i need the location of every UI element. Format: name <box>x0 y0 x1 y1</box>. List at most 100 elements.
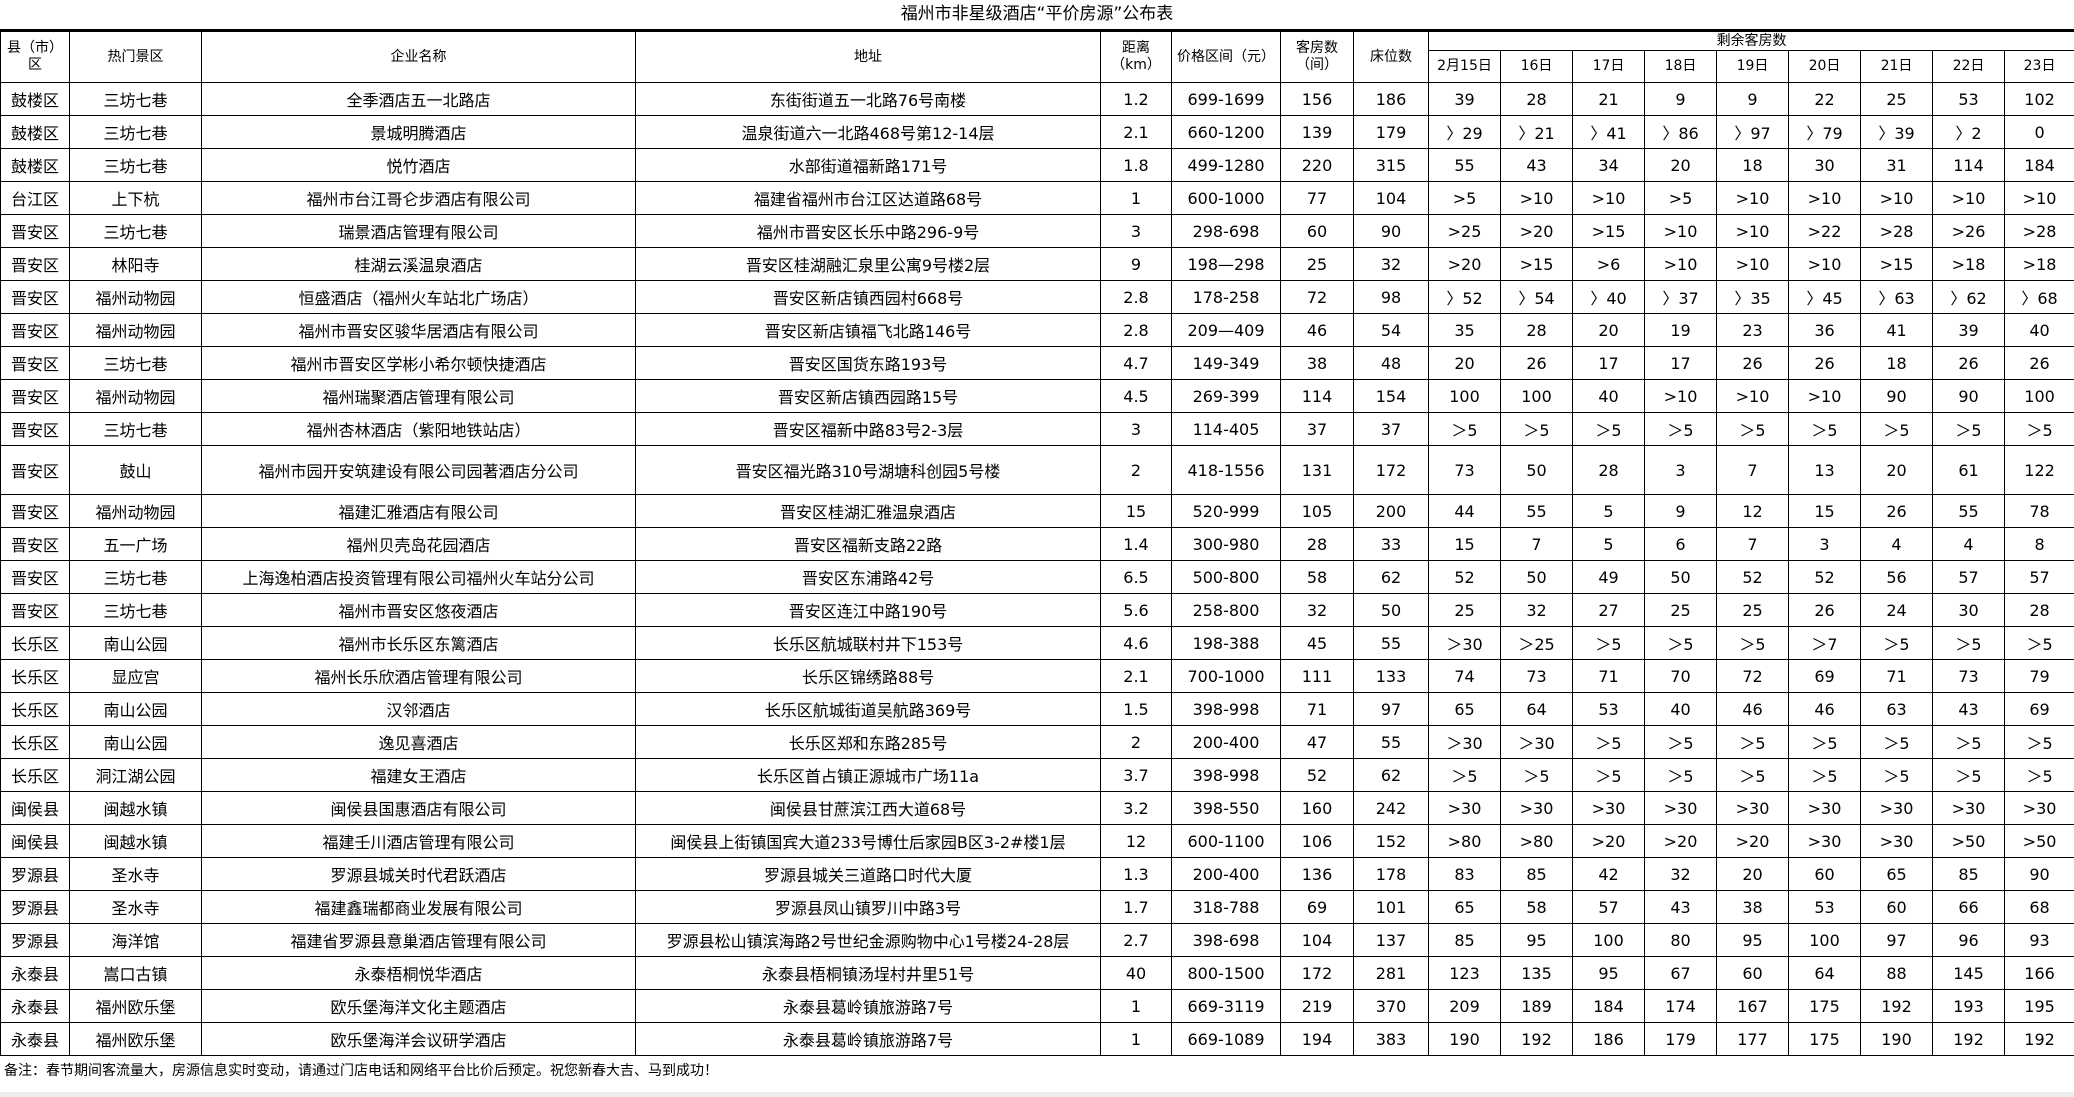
cell-area: 福州动物园 <box>69 280 202 314</box>
cell-remaining-rooms: 56 <box>1860 560 1933 594</box>
cell-remaining-rooms: 26 <box>1500 346 1573 380</box>
cell-remaining-rooms: 192 <box>1860 989 1933 1023</box>
table-row: 鼓楼区 三坊七巷 悦竹酒店 水部街道福新路171号 1.8 499-1280 220 315 5… <box>0 148 2074 182</box>
table-row: 长乐区 南山公园 福州市长乐区东篱酒店 长乐区航城联村井下153号 4.6 198-388… <box>0 626 2074 660</box>
cell-remaining-rooms: 〉39 <box>1860 115 1933 149</box>
cell-remaining-rooms: ＞5 <box>2003 758 2074 792</box>
cell-remaining-rooms: 43 <box>1644 890 1717 924</box>
cell-beds: 172 <box>1353 445 1429 495</box>
header-date: 20日 <box>1788 50 1861 83</box>
cell-distance: 1.4 <box>1100 527 1172 561</box>
cell-rooms: 28 <box>1280 527 1354 561</box>
cell-remaining-rooms: 60 <box>1860 890 1933 924</box>
table-row: 晋安区 三坊七巷 福州杏林酒店（紫阳地铁站店） 晋安区福新中路83号2-3层 3 114-… <box>0 412 2074 446</box>
cell-distance: 2.8 <box>1100 313 1172 347</box>
cell-remaining-rooms: ＞30 <box>1428 725 1501 759</box>
cell-remaining-rooms: 18 <box>1716 148 1789 182</box>
cell-remaining-rooms: 60 <box>1788 857 1861 891</box>
cell-hotel-name: 福州杏林酒店（紫阳地铁站店） <box>201 412 636 446</box>
cell-remaining-rooms: 9 <box>1716 82 1789 116</box>
cell-remaining-rooms: >30 <box>1716 791 1789 825</box>
cell-remaining-rooms: 195 <box>2003 989 2074 1023</box>
cell-remaining-rooms: >10 <box>1788 181 1861 215</box>
cell-remaining-rooms: 27 <box>1572 593 1645 627</box>
cell-remaining-rooms: >6 <box>1572 247 1645 281</box>
cell-remaining-rooms: >10 <box>1644 379 1717 413</box>
cell-remaining-rooms: 90 <box>2003 857 2074 891</box>
cell-price: 500-800 <box>1171 560 1281 594</box>
cell-beds: 62 <box>1353 560 1429 594</box>
cell-remaining-rooms: 184 <box>2003 148 2074 182</box>
cell-remaining-rooms: 71 <box>1860 659 1933 693</box>
table-row: 长乐区 洞江湖公园 福建女王酒店 长乐区首占镇正源城市广场11a 3.7 398-998 5… <box>0 758 2074 792</box>
cell-remaining-rooms: 80 <box>1644 923 1717 957</box>
header-beds: 床位数 <box>1353 31 1429 83</box>
cell-remaining-rooms: 7 <box>1716 445 1789 495</box>
cell-remaining-rooms: 55 <box>1428 148 1501 182</box>
cell-beds: 98 <box>1353 280 1429 314</box>
cell-remaining-rooms: 6 <box>1644 527 1717 561</box>
cell-remaining-rooms: >30 <box>2003 791 2074 825</box>
cell-beds: 48 <box>1353 346 1429 380</box>
cell-area: 福州动物园 <box>69 494 202 528</box>
cell-remaining-rooms: 26 <box>1860 494 1933 528</box>
cell-area: 圣水寺 <box>69 890 202 924</box>
cell-remaining-rooms: 34 <box>1572 148 1645 182</box>
cell-remaining-rooms: 46 <box>1788 692 1861 726</box>
header-area: 热门景区 <box>69 31 202 83</box>
cell-remaining-rooms: >30 <box>1500 791 1573 825</box>
cell-area: 福州动物园 <box>69 313 202 347</box>
cell-hotel-name: 福州市长乐区东篱酒店 <box>201 626 636 660</box>
cell-remaining-rooms: 〉52 <box>1428 280 1501 314</box>
header-date: 17日 <box>1572 50 1645 83</box>
cell-remaining-rooms: >10 <box>1716 379 1789 413</box>
cell-distance: 2.1 <box>1100 659 1172 693</box>
cell-rooms: 71 <box>1280 692 1354 726</box>
cell-beds: 101 <box>1353 890 1429 924</box>
cell-area: 闽越水镇 <box>69 791 202 825</box>
cell-beds: 370 <box>1353 989 1429 1023</box>
header-date: 23日 <box>2003 50 2074 83</box>
cell-price: 149-349 <box>1171 346 1281 380</box>
cell-price: 418-1556 <box>1171 445 1281 495</box>
cell-beds: 33 <box>1353 527 1429 561</box>
cell-distance: 1 <box>1100 181 1172 215</box>
cell-remaining-rooms: 20 <box>1644 148 1717 182</box>
cell-hotel-name: 罗源县城关时代君跃酒店 <box>201 857 636 891</box>
cell-hotel-name: 悦竹酒店 <box>201 148 636 182</box>
cell-distance: 1.2 <box>1100 82 1172 116</box>
cell-remaining-rooms: >80 <box>1500 824 1573 858</box>
cell-distance: 2 <box>1100 445 1172 495</box>
cell-remaining-rooms: 50 <box>1500 445 1573 495</box>
cell-beds: 178 <box>1353 857 1429 891</box>
cell-beds: 55 <box>1353 626 1429 660</box>
cell-remaining-rooms: ＞5 <box>1572 626 1645 660</box>
cell-remaining-rooms: 35 <box>1428 313 1501 347</box>
cell-address: 长乐区首占镇正源城市广场11a <box>635 758 1101 792</box>
cell-rooms: 114 <box>1280 379 1354 413</box>
cell-remaining-rooms: ＞5 <box>1428 758 1501 792</box>
cell-remaining-rooms: 40 <box>2003 313 2074 347</box>
cell-address: 长乐区航城街道吴航路369号 <box>635 692 1101 726</box>
cell-area: 闽越水镇 <box>69 824 202 858</box>
cell-distance: 15 <box>1100 494 1172 528</box>
cell-address: 长乐区郑和东路285号 <box>635 725 1101 759</box>
cell-remaining-rooms: 4 <box>1932 527 2005 561</box>
table-row: 罗源县 海洋馆 福建省罗源县意巢酒店管理有限公司 罗源县松山镇滨海路2号世纪金源购物中… <box>0 923 2074 957</box>
cell-remaining-rooms: 114 <box>1932 148 2005 182</box>
cell-remaining-rooms: >20 <box>1572 824 1645 858</box>
cell-distance: 40 <box>1100 956 1172 990</box>
header-county: 县（市）区 <box>0 31 70 83</box>
cell-county: 晋安区 <box>0 494 70 528</box>
cell-address: 晋安区东浦路42号 <box>635 560 1101 594</box>
table-row: 晋安区 三坊七巷 福州市晋安区悠夜酒店 晋安区连江中路190号 5.6 258-800 32… <box>0 593 2074 627</box>
cell-remaining-rooms: 186 <box>1572 1022 1645 1056</box>
cell-address: 罗源县凤山镇罗川中路3号 <box>635 890 1101 924</box>
cell-distance: 6.5 <box>1100 560 1172 594</box>
cell-remaining-rooms: ＞5 <box>1932 412 2005 446</box>
cell-remaining-rooms: >30 <box>1428 791 1501 825</box>
cell-remaining-rooms: ＞5 <box>2003 626 2074 660</box>
cell-county: 长乐区 <box>0 626 70 660</box>
cell-remaining-rooms: 85 <box>1428 923 1501 957</box>
cell-rooms: 172 <box>1280 956 1354 990</box>
